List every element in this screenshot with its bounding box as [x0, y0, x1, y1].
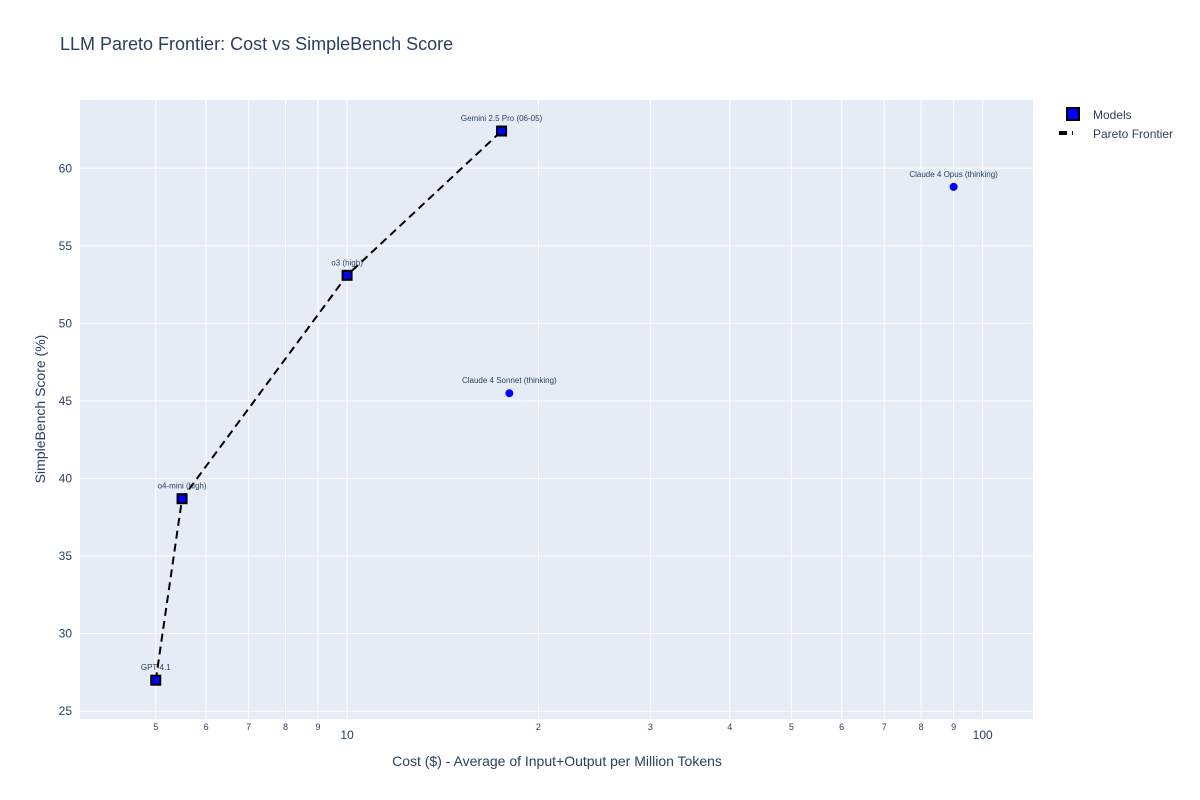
x-tick-label: 9 [951, 722, 956, 732]
model-point-label: Claude 4 Sonnet (thinking) [462, 376, 557, 385]
model-point-label: o3 (high) [331, 258, 363, 267]
x-tick-label: 100 [973, 728, 993, 742]
x-tick-label: 5 [789, 722, 794, 732]
x-tick-label: 6 [839, 722, 844, 732]
model-point [150, 674, 162, 686]
x-tick-label: 6 [204, 722, 209, 732]
x-tick-label: 7 [246, 722, 251, 732]
pareto-frontier-line [154, 130, 503, 681]
model-point-label: o4-mini (high) [158, 482, 207, 491]
model-point-label: Gemini 2.5 Pro (06-05) [461, 114, 543, 123]
model-point [949, 182, 958, 191]
legend: Models Pareto Frontier [1059, 107, 1173, 141]
x-tick-label: 10 [340, 728, 354, 742]
y-tick-label: 55 [59, 239, 73, 253]
y-tick-label: 35 [59, 549, 73, 563]
x-tick-label: 8 [283, 722, 288, 732]
model-point [496, 125, 508, 137]
y-tick-label: 45 [59, 394, 73, 408]
x-tick-label: 9 [315, 722, 320, 732]
model-point [176, 493, 188, 505]
frontier-layer [154, 130, 503, 681]
plot-area [80, 100, 1033, 719]
x-tick-label: 7 [882, 722, 887, 732]
model-point-label: GPT-4.1 [141, 663, 171, 672]
x-axis-title: Cost ($) - Average of Input+Output per M… [392, 753, 722, 769]
y-tick-label: 40 [59, 472, 73, 486]
y-tick-label: 50 [59, 316, 73, 330]
x-tick-label: 5 [153, 722, 158, 732]
chart-title: LLM Pareto Frontier: Cost vs SimpleBench… [60, 34, 453, 54]
labels-layer: GPT-4.1 o4-mini (high) o3 (high) Gemini 2.5… [141, 114, 998, 672]
points-layer [150, 125, 958, 686]
legend-models-swatch [1066, 107, 1080, 121]
x-tick-label: 2 [536, 722, 541, 732]
y-tick-label: 30 [59, 627, 73, 641]
y-tick-label: 25 [59, 704, 73, 718]
model-point [341, 269, 353, 281]
x-tick-label: 8 [919, 722, 924, 732]
grid-lines [80, 100, 1033, 719]
model-point-label: Claude 4 Opus (thinking) [909, 170, 998, 179]
x-tick-label: 4 [727, 722, 732, 732]
x-tick-label: 3 [648, 722, 653, 732]
y-axis-title: SimpleBench Score (%) [32, 335, 48, 484]
legend-models-label: Models [1093, 108, 1132, 122]
y-tick-label: 60 [59, 161, 73, 175]
model-point [505, 389, 514, 398]
legend-frontier-label: Pareto Frontier [1093, 127, 1173, 141]
